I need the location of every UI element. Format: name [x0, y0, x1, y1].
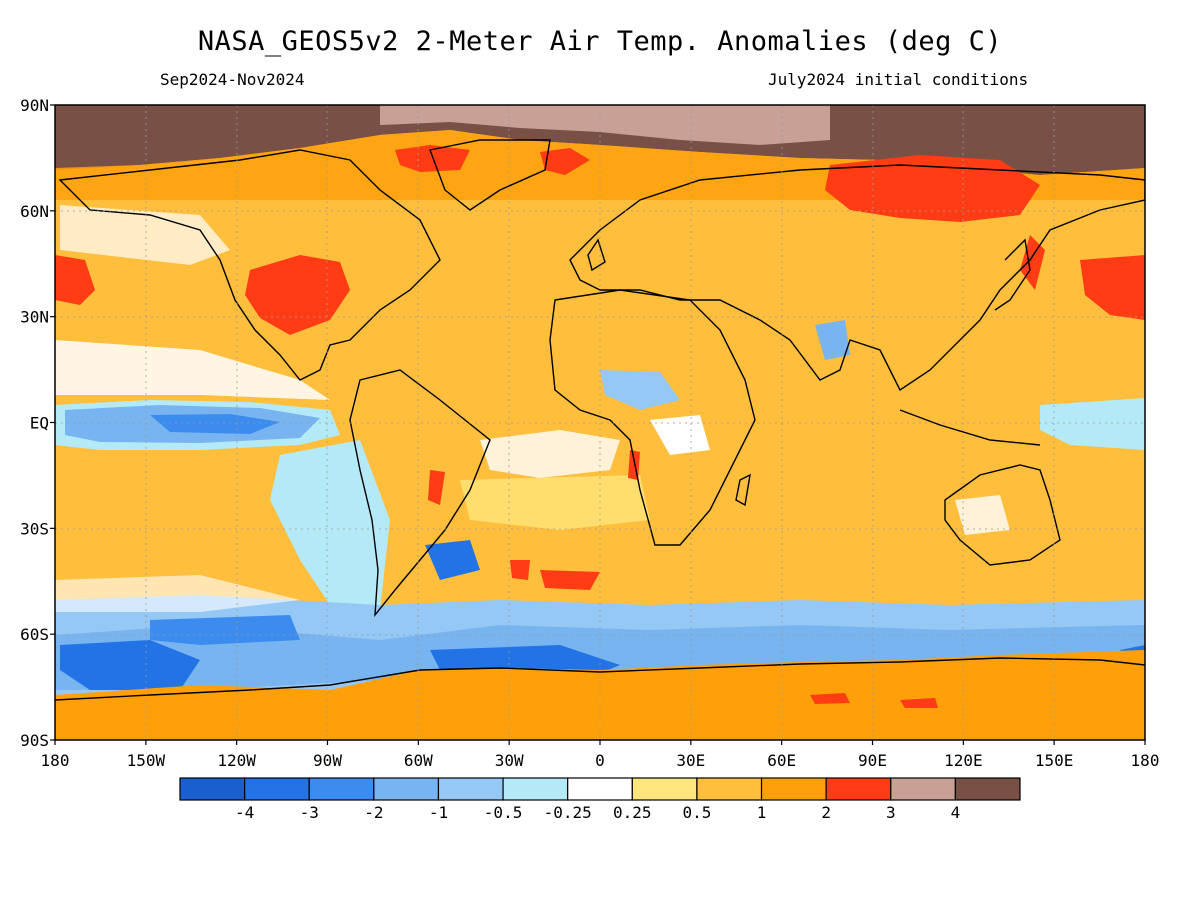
- color-legend: [179, 777, 1021, 801]
- lon-label: 90W: [313, 751, 342, 770]
- legend-swatch: [179, 777, 246, 801]
- anomaly-field: [55, 105, 1145, 740]
- lon-label: 60W: [404, 751, 433, 770]
- lon-label: 60E: [767, 751, 796, 770]
- legend-swatch: [308, 777, 375, 801]
- legend-label: 0.5: [682, 803, 711, 822]
- legend-label: -0.5: [484, 803, 523, 822]
- legend-label: 4: [951, 803, 961, 822]
- lon-label: 150W: [127, 751, 166, 770]
- legend-label: -4: [235, 803, 254, 822]
- lat-label: 90N: [20, 96, 49, 115]
- lon-label: 120E: [944, 751, 983, 770]
- legend-swatch: [954, 777, 1021, 801]
- legend-swatch: [244, 777, 310, 801]
- lon-label: 30E: [676, 751, 705, 770]
- map-title: NASA_GEOS5v2 2-Meter Air Temp. Anomalies…: [197, 26, 1003, 57]
- legend-swatch: [437, 777, 504, 801]
- lat-label: EQ: [30, 414, 49, 433]
- legend-swatch: [825, 777, 892, 801]
- lon-label: 90E: [858, 751, 887, 770]
- legend-swatch: [696, 777, 763, 801]
- lat-label: 30N: [20, 308, 49, 327]
- legend-label: 2: [821, 803, 831, 822]
- legend-label: 3: [886, 803, 896, 822]
- lon-label: 150E: [1035, 751, 1074, 770]
- legend-swatch: [567, 777, 633, 801]
- legend-label: -3: [300, 803, 319, 822]
- legend-labels: -4 -3 -2 -1 -0.5 -0.25 0.25 0.5 1 2 3 4: [235, 803, 960, 822]
- initial-conditions-label: July2024 initial conditions: [768, 70, 1029, 89]
- longitude-labels: 180 150W 120W 90W 60W 30W 0 30E 60E 90E 120E 150E 18…: [41, 740, 1160, 770]
- legend-label: -1: [429, 803, 448, 822]
- lon-label: 120W: [217, 751, 256, 770]
- lon-label: 180: [1131, 751, 1160, 770]
- lon-label: 30W: [495, 751, 524, 770]
- coastlines: [55, 139, 1145, 701]
- legend-label: 1: [757, 803, 767, 822]
- legend-label: -2: [364, 803, 383, 822]
- legend-swatch: [760, 777, 827, 801]
- legend-swatch: [890, 777, 956, 801]
- lon-label: 180: [41, 751, 70, 770]
- lat-label: 30S: [20, 519, 49, 538]
- lat-label: 60S: [20, 625, 49, 644]
- legend-label: 0.25: [613, 803, 652, 822]
- lat-label: 90S: [20, 731, 49, 750]
- legend-label: -0.25: [544, 803, 592, 822]
- latitude-labels: 90N 60N 30N EQ 30S 60S 90S: [20, 96, 55, 750]
- legend-swatch: [373, 777, 440, 801]
- lon-label: 0: [595, 751, 605, 770]
- legend-swatch: [631, 777, 698, 801]
- gridlines: [55, 105, 1145, 740]
- legend-swatch: [502, 777, 569, 801]
- lat-label: 60N: [20, 202, 49, 221]
- forecast-period: Sep2024-Nov2024: [160, 70, 305, 89]
